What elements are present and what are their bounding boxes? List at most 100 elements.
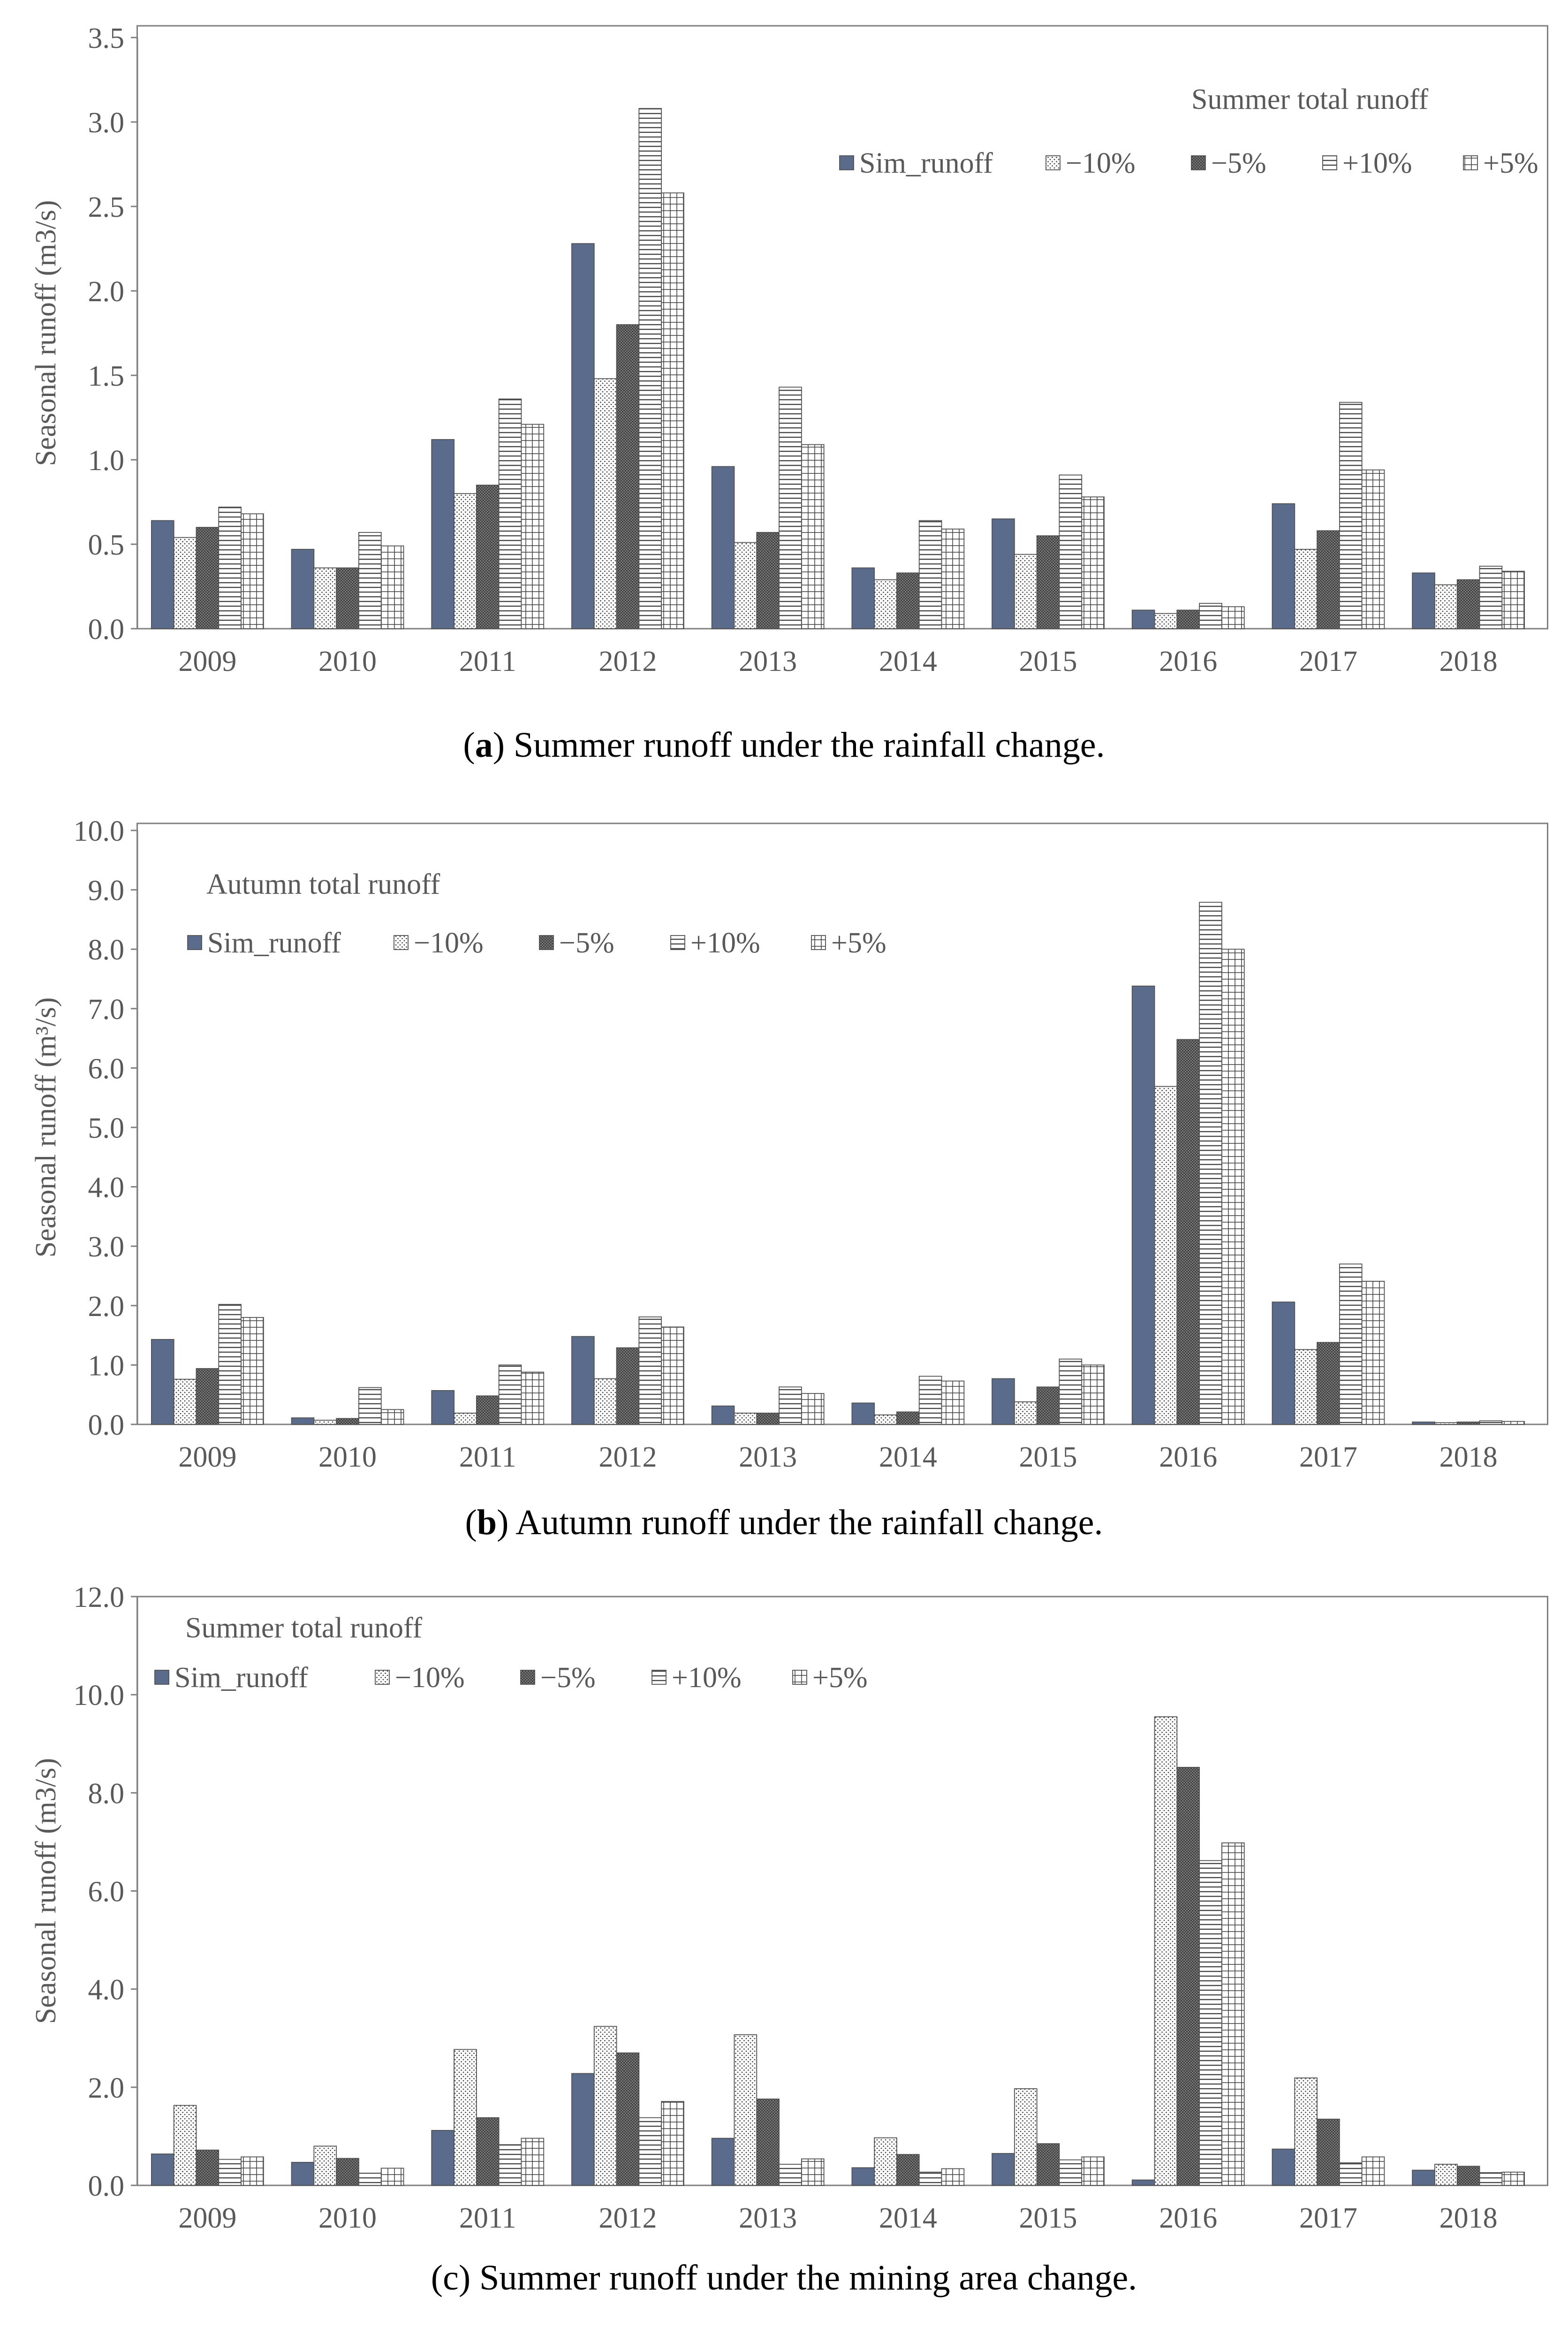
bar-2010-2 bbox=[313, 567, 337, 629]
bar-2010-2 bbox=[313, 2145, 337, 2186]
bar-2014-3 bbox=[896, 2154, 920, 2186]
bar-2015-1 bbox=[992, 2153, 1015, 2186]
legend-swatch-5 bbox=[792, 1670, 807, 1685]
bar-2015-4 bbox=[1059, 474, 1083, 629]
y-tick-label: 2.5 bbox=[88, 191, 125, 223]
bar-2015-3 bbox=[1036, 1386, 1060, 1425]
bar-2012-5 bbox=[661, 1326, 684, 1425]
y-tick-label: 3.0 bbox=[88, 107, 125, 139]
chart-title: Autumn total runoff bbox=[206, 868, 440, 900]
chart-title: Summer total runoff bbox=[185, 1612, 422, 1644]
bar-2010-1 bbox=[291, 2161, 315, 2186]
x-tick-label: 2017 bbox=[1299, 646, 1357, 677]
bar-2013-3 bbox=[756, 2099, 780, 2186]
bar-2009-4 bbox=[218, 506, 242, 629]
y-tick-label: 0.0 bbox=[88, 614, 125, 646]
bar-2017-2 bbox=[1294, 1349, 1318, 1425]
bar-2014-5 bbox=[941, 528, 965, 629]
x-tick-label: 2011 bbox=[459, 1441, 516, 1473]
bar-2017-1 bbox=[1272, 2148, 1295, 2186]
x-tick-label: 2017 bbox=[1299, 1441, 1357, 1473]
bar-2010-3 bbox=[336, 567, 359, 629]
bar-2011-2 bbox=[454, 493, 477, 629]
bar-2011-2 bbox=[454, 2049, 477, 2186]
bar-2010-5 bbox=[380, 545, 404, 629]
legend-label-5: +5% bbox=[812, 1662, 868, 1694]
legend-label-4: +10% bbox=[1342, 147, 1412, 179]
bar-2018-3 bbox=[1456, 2166, 1480, 2186]
bar-2012-1 bbox=[571, 1336, 595, 1425]
x-tick-label: 2012 bbox=[598, 1441, 657, 1473]
bar-2014-3 bbox=[896, 1411, 920, 1425]
bar-2015-5 bbox=[1081, 496, 1105, 629]
y-tick-label: 12.0 bbox=[74, 1582, 125, 1613]
bar-2017-5 bbox=[1361, 1280, 1385, 1425]
y-tick-label: 2.0 bbox=[88, 276, 125, 308]
x-tick-label: 2013 bbox=[739, 646, 797, 677]
legend-label-5: +5% bbox=[1483, 147, 1538, 179]
caption-b-text: Autumn runoff under the rainfall change. bbox=[515, 1503, 1103, 1542]
panel-a: 0.0 0.5 1.0 1.5 2.0 2.5 3.0 3.5 2009 2010 2011 2012… bbox=[0, 0, 1568, 779]
chart-title: Summer total runoff bbox=[1191, 84, 1428, 115]
x-tick-label: 2010 bbox=[318, 646, 377, 677]
bar-2017-3 bbox=[1317, 530, 1340, 629]
bar-2016-4 bbox=[1199, 902, 1222, 1425]
x-tick-label: 2013 bbox=[739, 1441, 797, 1473]
bar-2018-4 bbox=[1479, 565, 1503, 629]
bar-2012-1 bbox=[571, 2073, 595, 2186]
y-tick-label: 10.0 bbox=[74, 1680, 125, 1712]
bar-2012-4 bbox=[638, 108, 662, 629]
x-tick-label: 2012 bbox=[598, 2202, 657, 2234]
x-tick-label: 2018 bbox=[1439, 1441, 1498, 1473]
legend-swatch-5 bbox=[1463, 155, 1478, 170]
y-tick-label: 6.0 bbox=[88, 1053, 125, 1085]
bar-2010-5 bbox=[380, 1409, 404, 1425]
bar-2009-1 bbox=[151, 2153, 174, 2186]
bar-2013-3 bbox=[756, 1413, 780, 1425]
bar-2012-5 bbox=[661, 2101, 684, 2186]
bar-2017-4 bbox=[1339, 402, 1363, 629]
legend-swatch-4 bbox=[1322, 155, 1337, 170]
bar-2009-1 bbox=[151, 1339, 174, 1425]
y-axis-label: Seasonal runoff (m3/s) bbox=[30, 200, 62, 466]
bar-2014-1 bbox=[851, 2167, 875, 2186]
bar-2016-2 bbox=[1154, 613, 1178, 629]
caption-a: (a) Summer runoff under the rainfall cha… bbox=[463, 725, 1105, 765]
y-tick-label: 5.0 bbox=[88, 1112, 125, 1144]
y-tick-label: 1.0 bbox=[88, 1350, 125, 1382]
bar-2010-4 bbox=[358, 532, 382, 629]
bar-2012-3 bbox=[616, 2052, 640, 2186]
bar-2009-3 bbox=[196, 1368, 220, 1425]
bar-2016-5 bbox=[1221, 949, 1245, 1425]
bar-2010-3 bbox=[336, 2158, 359, 2186]
bar-2018-1 bbox=[1412, 2169, 1435, 2186]
bar-2013-5 bbox=[801, 1393, 825, 1425]
y-tick-label: 3.0 bbox=[88, 1231, 125, 1263]
bar-2009-5 bbox=[241, 2156, 264, 2186]
x-tick-label: 2010 bbox=[318, 2202, 377, 2234]
bar-2013-1 bbox=[711, 466, 735, 629]
y-tick-label: 1.0 bbox=[88, 445, 125, 477]
bar-2009-5 bbox=[241, 1317, 264, 1425]
y-axis-label: Seasonal runoff (m³/s) bbox=[30, 997, 62, 1258]
bar-2011-3 bbox=[476, 1395, 500, 1425]
y-tick-label: 2.0 bbox=[88, 1291, 125, 1323]
bar-2014-5 bbox=[941, 1380, 965, 1425]
bar-2017-4 bbox=[1339, 2162, 1363, 2186]
legend-swatch-3 bbox=[1191, 155, 1206, 170]
legend-swatch-4 bbox=[670, 935, 685, 950]
bar-2013-2 bbox=[734, 2034, 757, 2186]
caption-c-text: Summer runoff under the mining area chan… bbox=[479, 2258, 1137, 2298]
legend-label-3: −5% bbox=[540, 1662, 596, 1694]
x-tick-label: 2014 bbox=[879, 1441, 937, 1473]
bar-2014-2 bbox=[874, 579, 897, 629]
bar-2017-3 bbox=[1317, 2118, 1340, 2186]
bar-2012-1 bbox=[571, 243, 595, 629]
bar-2012-2 bbox=[593, 378, 617, 629]
legend-label-1: Sim_runoff bbox=[174, 1662, 308, 1694]
bar-2018-4 bbox=[1479, 2172, 1503, 2186]
x-tick-label: 2016 bbox=[1159, 1441, 1217, 1473]
y-tick-label: 8.0 bbox=[88, 934, 125, 966]
bar-2013-1 bbox=[711, 2138, 735, 2186]
bar-2013-5 bbox=[801, 2158, 825, 2186]
